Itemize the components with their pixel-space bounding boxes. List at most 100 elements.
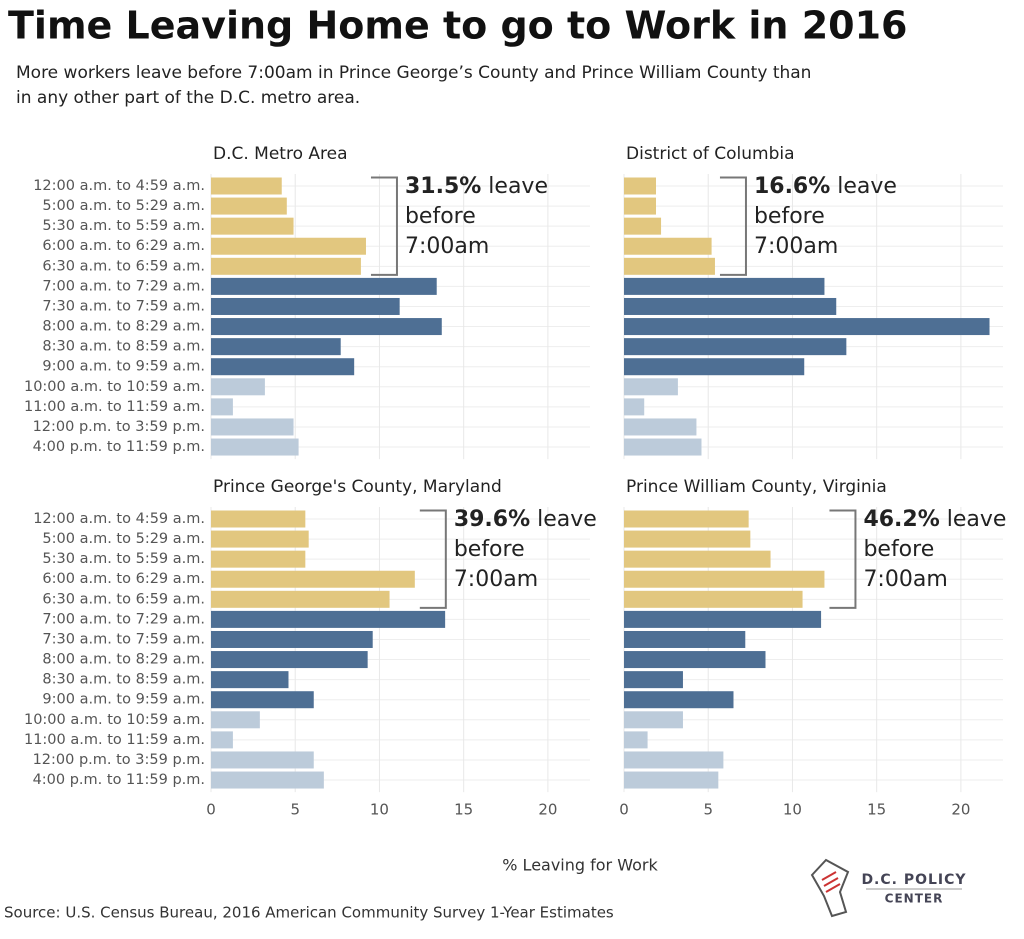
y-tick-label: 11:00 a.m. to 11:59 a.m. (24, 732, 205, 748)
bar (211, 651, 368, 669)
bar (624, 570, 825, 588)
y-tick-label: 5:00 a.m. to 5:29 a.m. (42, 531, 205, 547)
x-tick-label: 20 (538, 801, 557, 819)
logo-icon (821, 871, 837, 881)
bar (211, 590, 390, 608)
y-tick-label: 4:00 p.m. to 11:59 p.m. (33, 439, 205, 455)
annotation-bold: 16.6% (754, 174, 830, 199)
annotation-text: leave (530, 507, 597, 532)
bar (624, 297, 837, 315)
bar (211, 771, 324, 789)
bar (211, 731, 233, 749)
bar (624, 277, 825, 295)
annotation: 46.2% leave (863, 507, 1006, 532)
annotation: 39.6% leave (454, 507, 597, 532)
bar (211, 378, 265, 396)
annotation: 7:00am (405, 234, 489, 259)
bar (211, 711, 260, 729)
y-tick-label: 7:00 a.m. to 7:29 a.m. (42, 278, 205, 294)
y-tick-label: 12:00 a.m. to 4:59 a.m. (33, 511, 205, 527)
bar (624, 257, 715, 275)
bar (211, 438, 299, 456)
annotation: 7:00am (454, 567, 538, 592)
y-tick-label: 7:30 a.m. to 7:59 a.m. (42, 631, 205, 647)
y-tick-label: 10:00 a.m. to 10:59 a.m. (24, 712, 205, 728)
x-tick-label: 5 (703, 801, 713, 819)
annotation: before (454, 537, 525, 562)
bracket (419, 509, 447, 609)
bar (624, 610, 822, 628)
y-tick-label: 6:00 a.m. to 6:29 a.m. (42, 571, 205, 587)
annotation: before (754, 204, 825, 229)
bar (624, 550, 771, 568)
logo-icon (823, 877, 839, 887)
chart-title: Time Leaving Home to go to Work in 2016 (8, 4, 907, 48)
bar (624, 671, 683, 689)
y-tick-label: 8:30 a.m. to 8:59 a.m. (42, 672, 205, 688)
annotation-bold: 46.2% (863, 507, 939, 532)
bar (211, 550, 306, 568)
bar (624, 237, 712, 255)
x-tick-label: 15 (867, 801, 886, 819)
y-tick-label: 5:00 a.m. to 5:29 a.m. (42, 198, 205, 214)
bar (211, 510, 306, 528)
bar (211, 418, 294, 436)
y-tick-label: 12:00 a.m. to 4:59 a.m. (33, 178, 205, 194)
source: Source: U.S. Census Bureau, 2016 America… (4, 904, 614, 922)
annotation: 31.5% leave (405, 174, 548, 199)
x-tick-label: 15 (454, 801, 473, 819)
bar (624, 358, 805, 376)
y-tick-label: 6:30 a.m. to 6:59 a.m. (42, 591, 205, 607)
subtitle: More workers leave before 7:00am in Prin… (16, 63, 811, 83)
y-tick-label: 12:00 p.m. to 3:59 p.m. (33, 752, 205, 768)
subtitle: in any other part of the D.C. metro area… (16, 88, 360, 108)
x-axis-label: % Leaving for Work (502, 856, 658, 875)
bar (624, 691, 734, 709)
x-tick-label: 5 (290, 801, 300, 819)
bar (624, 338, 847, 356)
y-tick-label: 5:30 a.m. to 5:59 a.m. (42, 218, 205, 234)
y-tick-label: 9:00 a.m. to 9:59 a.m. (42, 692, 205, 708)
bar (624, 438, 702, 456)
y-tick-label: 8:30 a.m. to 8:59 a.m. (42, 339, 205, 355)
bar (211, 398, 233, 416)
annotation: 7:00am (863, 567, 947, 592)
bar (624, 217, 662, 235)
bar (211, 530, 309, 548)
x-tick-label: 0 (619, 801, 629, 819)
y-tick-label: 8:00 a.m. to 8:29 a.m. (42, 652, 205, 668)
bar (624, 771, 719, 789)
y-tick-label: 7:30 a.m. to 7:59 a.m. (42, 298, 205, 314)
annotation: 7:00am (754, 234, 838, 259)
logo-icon (825, 883, 841, 893)
logo: D.C. POLICY CENTER (810, 858, 966, 918)
annotation-bold: 39.6% (454, 507, 530, 532)
bar (211, 297, 400, 315)
y-tick-label: 10:00 a.m. to 10:59 a.m. (24, 379, 205, 395)
bar (624, 590, 803, 608)
y-tick-label: 5:30 a.m. to 5:59 a.m. (42, 551, 205, 567)
y-tick-label: 6:30 a.m. to 6:59 a.m. (42, 258, 205, 274)
bar (211, 257, 361, 275)
bar (211, 197, 287, 215)
panel-title: D.C. Metro Area (213, 144, 348, 164)
x-tick-label: 10 (370, 801, 389, 819)
bar (624, 378, 678, 396)
panel-title: District of Columbia (626, 144, 795, 164)
logo-text: D.C. POLICY (861, 872, 966, 888)
bar (624, 530, 751, 548)
bar (211, 237, 366, 255)
bar (624, 731, 648, 749)
bar (211, 338, 341, 356)
annotation: before (863, 537, 934, 562)
annotation-bold: 31.5% (405, 174, 481, 199)
y-tick-label: 7:00 a.m. to 7:29 a.m. (42, 611, 205, 627)
bar (211, 671, 289, 689)
bar (211, 630, 373, 648)
bar (211, 751, 314, 769)
bar (211, 570, 415, 588)
y-tick-label: 4:00 p.m. to 11:59 p.m. (33, 772, 205, 788)
y-tick-label: 9:00 a.m. to 9:59 a.m. (42, 359, 205, 375)
bar (211, 217, 294, 235)
